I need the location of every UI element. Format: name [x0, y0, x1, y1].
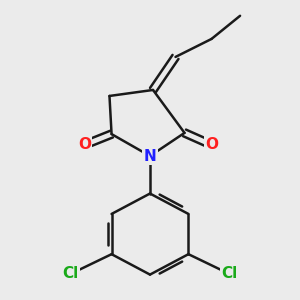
Text: N: N [144, 148, 156, 164]
Text: Cl: Cl [62, 266, 79, 281]
Text: Cl: Cl [221, 266, 238, 281]
Text: O: O [205, 137, 218, 152]
Text: O: O [78, 137, 91, 152]
